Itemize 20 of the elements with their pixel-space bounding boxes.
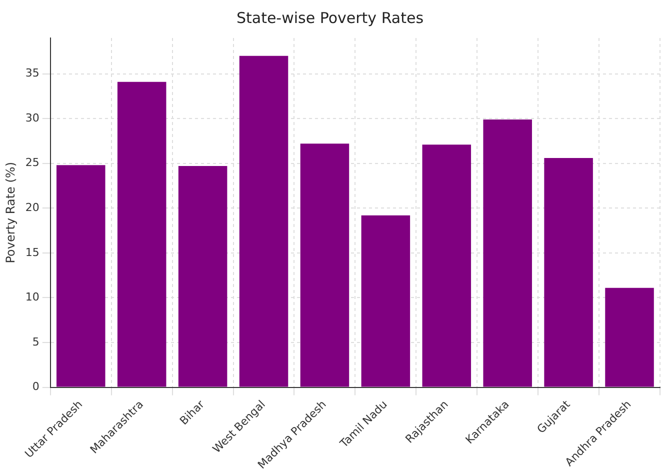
y-tick-label: 15	[25, 246, 40, 259]
y-tick-label: 10	[25, 290, 40, 304]
bar	[483, 119, 532, 387]
y-tick-label: 35	[25, 66, 40, 80]
bar	[361, 215, 410, 387]
y-tick-label: 30	[25, 111, 40, 124]
y-axis-title: Poverty Rate (%)	[3, 162, 18, 264]
bar	[178, 166, 228, 387]
bar	[422, 144, 472, 387]
y-tick-label: 20	[25, 201, 40, 214]
y-tick-label: 25	[25, 156, 40, 170]
bar	[605, 288, 654, 387]
bar	[117, 82, 166, 387]
bar	[56, 165, 106, 387]
y-tick-label: 5	[32, 335, 40, 348]
bar	[300, 144, 350, 387]
y-tick-label: 0	[32, 380, 40, 394]
bar	[544, 158, 593, 387]
bar	[239, 56, 288, 387]
chart-title: State-wise Poverty Rates	[236, 8, 424, 27]
